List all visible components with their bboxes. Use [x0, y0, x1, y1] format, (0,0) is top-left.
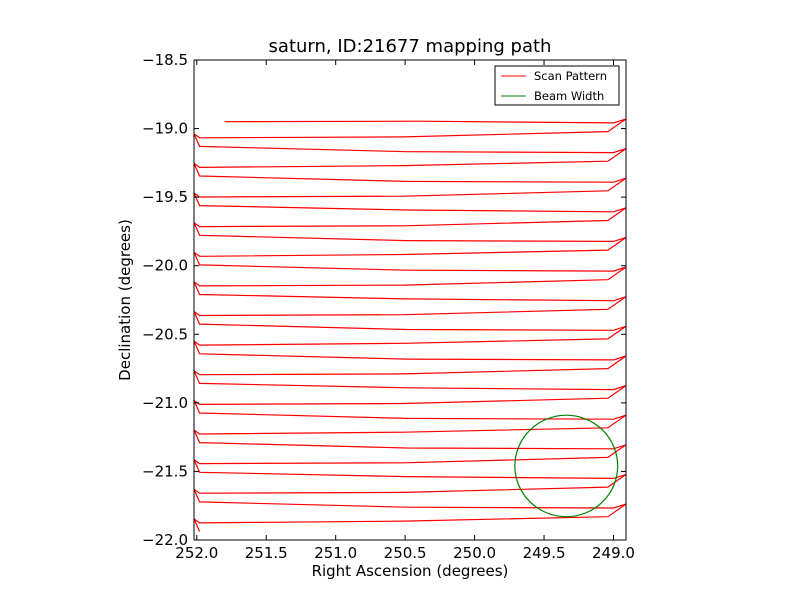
y-tick-label: −20.5 — [142, 325, 188, 343]
scan-pattern-line — [194, 118, 626, 532]
legend-label-scan-pattern: Scan Pattern — [534, 69, 607, 83]
y-tick-label: −21.0 — [142, 394, 188, 412]
y-tick-label: −21.5 — [142, 462, 188, 480]
y-axis: −18.5 −19.0 −19.5 −20.0 −20.5 −21.0 −21.5 −22.0 — [142, 51, 626, 549]
chart-title: saturn, ID:21677 mapping path — [269, 36, 552, 57]
x-tick-label: 250.0 — [453, 544, 496, 562]
x-axis: 252.0 251.5 251.0 250.5 250.0 249.5 249.0 — [175, 60, 635, 562]
legend-label-beam-width: Beam Width — [534, 89, 604, 103]
y-axis-label: Declination (degrees) — [116, 219, 134, 381]
scan-pattern-series — [194, 118, 626, 532]
x-tick-label: 250.5 — [384, 544, 427, 562]
plot-frame — [193, 59, 627, 541]
x-tick-label: 251.0 — [314, 544, 357, 562]
y-tick-label: −19.5 — [142, 188, 188, 206]
y-tick-label: −22.0 — [142, 531, 188, 549]
beam-width-series — [514, 414, 619, 518]
legend-box — [494, 65, 620, 106]
y-tick-label: −20.0 — [142, 257, 188, 275]
x-axis-label: Right Ascension (degrees) — [312, 562, 509, 580]
y-tick-label: −18.5 — [142, 51, 188, 69]
x-tick-label: 249.5 — [523, 544, 566, 562]
x-tick-label: 249.0 — [592, 544, 635, 562]
plot-area — [194, 118, 626, 532]
x-tick-label: 251.5 — [245, 544, 288, 562]
x-tick-label: 252.0 — [175, 544, 218, 562]
beam-width-circle — [514, 414, 619, 518]
legend: Scan Pattern Beam Width — [494, 65, 620, 106]
y-tick-label: −19.0 — [142, 120, 188, 138]
